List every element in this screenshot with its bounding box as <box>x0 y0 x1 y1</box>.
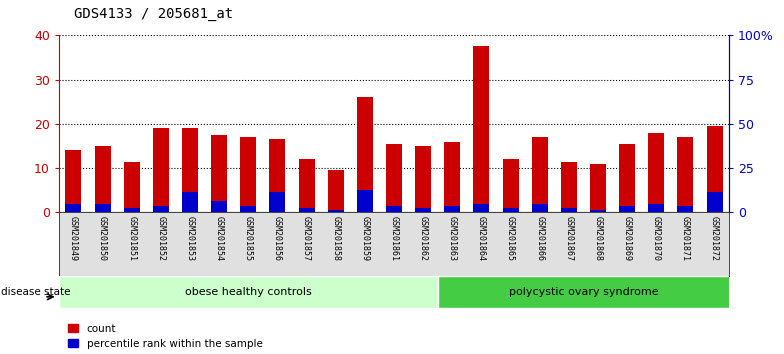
Bar <box>65 150 82 212</box>
Bar <box>437 276 744 308</box>
Bar <box>415 208 431 212</box>
Bar <box>677 206 693 212</box>
Bar <box>386 144 402 212</box>
Bar <box>561 208 577 212</box>
Bar <box>153 128 169 212</box>
Bar <box>124 208 140 212</box>
Bar <box>590 210 606 212</box>
Text: GSM201869: GSM201869 <box>622 216 632 261</box>
Text: GSM201853: GSM201853 <box>186 216 194 261</box>
Bar <box>648 204 664 212</box>
Bar <box>445 142 460 212</box>
Text: GSM201872: GSM201872 <box>710 216 719 261</box>
Text: GSM201850: GSM201850 <box>98 216 107 261</box>
Bar <box>706 126 723 212</box>
Bar <box>415 146 431 212</box>
Text: polycystic ovary syndrome: polycystic ovary syndrome <box>509 287 659 297</box>
Bar <box>445 206 460 212</box>
Bar <box>619 206 635 212</box>
Bar <box>153 206 169 212</box>
Bar <box>299 208 314 212</box>
Bar <box>357 97 373 212</box>
Text: GSM201870: GSM201870 <box>652 216 661 261</box>
Text: GSM201854: GSM201854 <box>215 216 223 261</box>
Bar <box>182 193 198 212</box>
Bar <box>240 206 256 212</box>
Text: GSM201861: GSM201861 <box>390 216 398 261</box>
Text: GSM201871: GSM201871 <box>681 216 690 261</box>
Bar <box>386 206 402 212</box>
Bar <box>561 161 577 212</box>
Text: GSM201864: GSM201864 <box>477 216 486 261</box>
Bar <box>270 139 285 212</box>
Bar <box>532 137 548 212</box>
Bar <box>532 204 548 212</box>
Bar <box>474 204 489 212</box>
Bar <box>706 193 723 212</box>
Bar <box>357 190 373 212</box>
Text: GSM201859: GSM201859 <box>361 216 369 261</box>
Text: GSM201851: GSM201851 <box>127 216 136 261</box>
Bar <box>211 135 227 212</box>
Text: GSM201865: GSM201865 <box>506 216 515 261</box>
Bar <box>328 170 343 212</box>
Text: GSM201857: GSM201857 <box>302 216 311 261</box>
Text: GSM201862: GSM201862 <box>419 216 427 261</box>
Bar <box>270 193 285 212</box>
Bar <box>677 137 693 212</box>
Text: disease state: disease state <box>1 287 71 297</box>
Bar <box>240 137 256 212</box>
Bar <box>299 159 314 212</box>
Bar <box>95 146 111 212</box>
Text: obese healthy controls: obese healthy controls <box>185 287 311 297</box>
Bar <box>182 128 198 212</box>
Text: GDS4133 / 205681_at: GDS4133 / 205681_at <box>74 7 234 21</box>
Bar <box>59 276 437 308</box>
Text: GSM201856: GSM201856 <box>273 216 282 261</box>
Bar <box>95 204 111 212</box>
Text: GSM201852: GSM201852 <box>156 216 165 261</box>
Bar <box>648 133 664 212</box>
Text: GSM201867: GSM201867 <box>564 216 573 261</box>
Bar <box>503 208 518 212</box>
Bar <box>211 201 227 212</box>
Bar <box>124 161 140 212</box>
Bar <box>328 210 343 212</box>
Bar <box>590 164 606 212</box>
Bar <box>65 204 82 212</box>
Text: GSM201849: GSM201849 <box>69 216 78 261</box>
Text: GSM201868: GSM201868 <box>593 216 602 261</box>
Bar <box>503 159 518 212</box>
Text: GSM201858: GSM201858 <box>331 216 340 261</box>
Legend: count, percentile rank within the sample: count, percentile rank within the sample <box>68 324 263 349</box>
Bar <box>619 144 635 212</box>
Text: GSM201863: GSM201863 <box>448 216 457 261</box>
Text: GSM201866: GSM201866 <box>535 216 544 261</box>
Bar <box>474 46 489 212</box>
Text: GSM201855: GSM201855 <box>244 216 252 261</box>
